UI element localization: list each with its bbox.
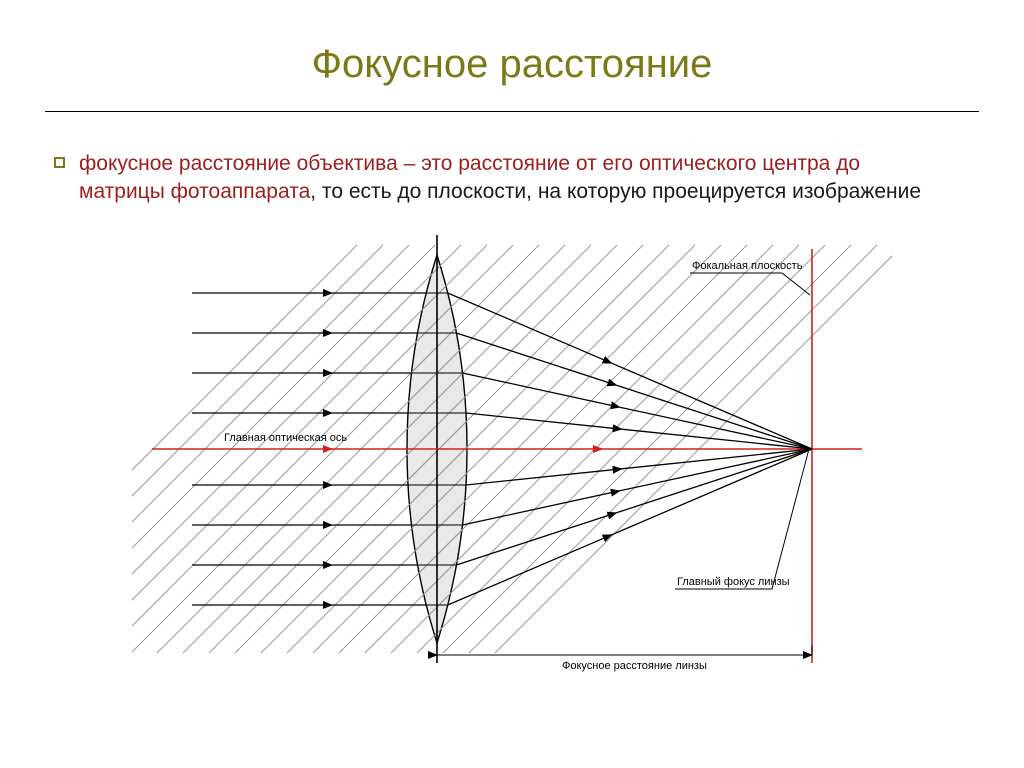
body-tail: , то есть до плоскости, на которую проец… bbox=[310, 180, 921, 203]
lens-diagram: Главная оптическая ось Фокальная плоскост… bbox=[132, 225, 892, 685]
label-focal-length: Фокусное расстояние линзы bbox=[562, 660, 707, 672]
label-focal-plane: Фокальная плоскость bbox=[692, 260, 803, 272]
page-title: Фокусное расстояние bbox=[0, 0, 1024, 87]
label-optical-axis: Главная оптическая ось bbox=[224, 432, 347, 444]
title-rule bbox=[45, 111, 979, 112]
label-main-focus: Главный фокус линзы bbox=[677, 576, 790, 588]
bullet-square bbox=[54, 157, 65, 168]
body-text: фокусное расстояние объектива – это расс… bbox=[79, 150, 924, 207]
body-bullet-row: фокусное расстояние объектива – это расс… bbox=[54, 150, 924, 207]
